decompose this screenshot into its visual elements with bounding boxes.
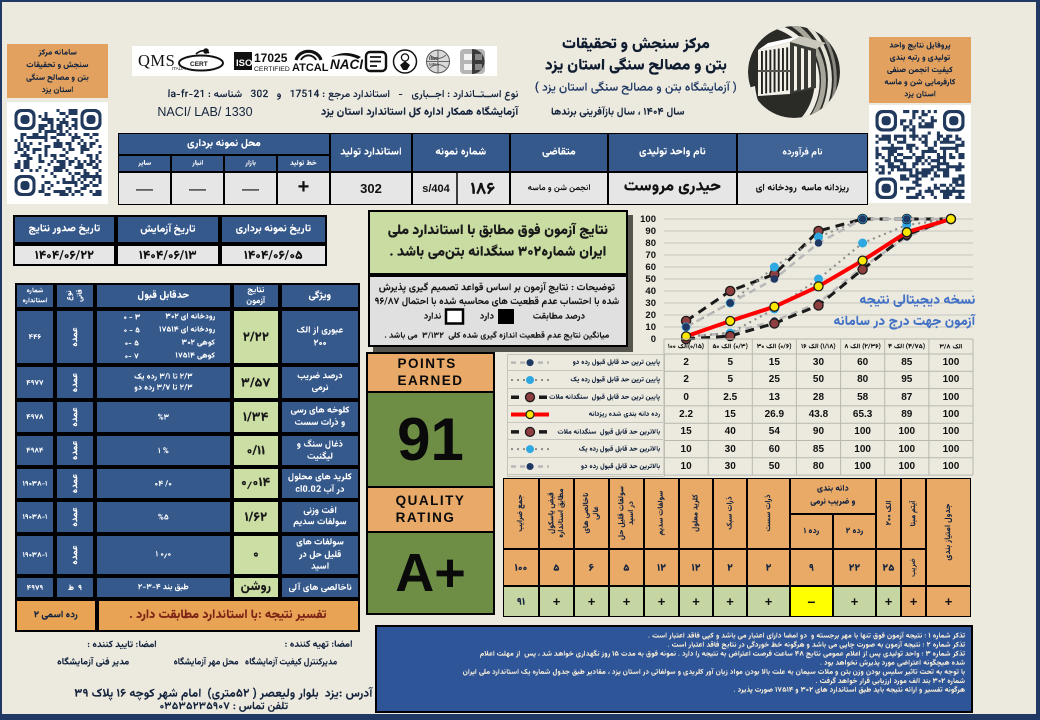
- svg-text:17025: 17025: [254, 51, 288, 65]
- svg-text:ATCAL: ATCAL: [292, 62, 329, 74]
- svg-text:NACI: NACI: [330, 57, 363, 72]
- svg-text:MRA: MRA: [429, 62, 439, 67]
- svg-text:CERT: CERT: [190, 61, 208, 68]
- svg-text:CERTIFIED: CERTIFIED: [254, 66, 290, 73]
- svg-text:ilac: ilac: [429, 56, 438, 62]
- svg-text:ISO: ISO: [236, 58, 252, 69]
- svg-text:QMS: QMS: [138, 51, 175, 70]
- svg-text:ITALIA: ITALIA: [172, 66, 185, 71]
